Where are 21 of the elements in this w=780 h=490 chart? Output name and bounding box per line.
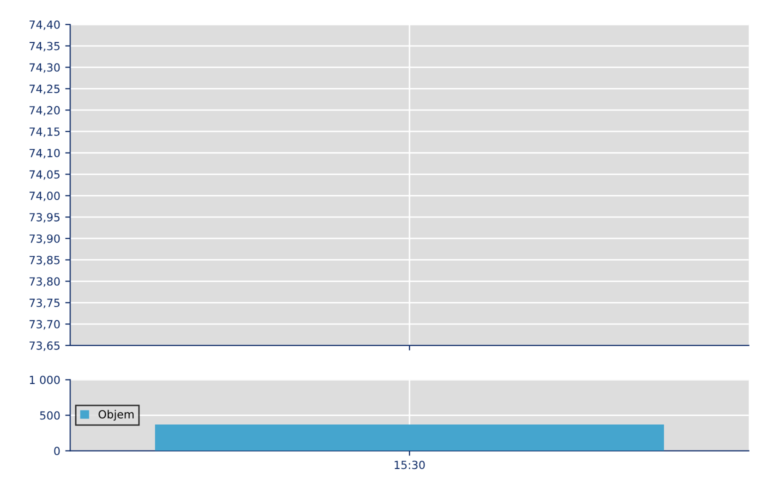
y-tick-label: 74,30 (30, 63, 60, 73)
x-tick-label: 15:30 (394, 460, 425, 470)
legend-label: Objem (98, 410, 134, 421)
y-tick-label: 73,75 (30, 298, 60, 308)
y-tick-label: 74,05 (30, 170, 60, 180)
y-tick-label: 73,65 (30, 341, 60, 351)
y-tick-label: 73,85 (30, 256, 60, 266)
y-tick-label: 73,90 (30, 234, 60, 244)
y-tick-label: 74,20 (30, 106, 60, 116)
y-tick-label: 1 000 (30, 376, 60, 384)
y-tick-label: 74,40 (30, 20, 60, 30)
y-tick-label: 73,80 (30, 277, 60, 287)
y-tick-label: 73,95 (30, 213, 60, 223)
y-tick-label: 74,00 (30, 192, 60, 202)
y-tick-label: 74,10 (30, 148, 60, 158)
y-tick-label: 74,25 (30, 84, 60, 94)
y-tick-label: 500 (40, 411, 60, 420)
y-tick-label: 74,35 (30, 42, 60, 52)
y-tick-label: 0 (54, 446, 60, 456)
y-tick-label: 73,70 (30, 320, 60, 330)
y-tick-label: 74,15 (30, 128, 60, 137)
